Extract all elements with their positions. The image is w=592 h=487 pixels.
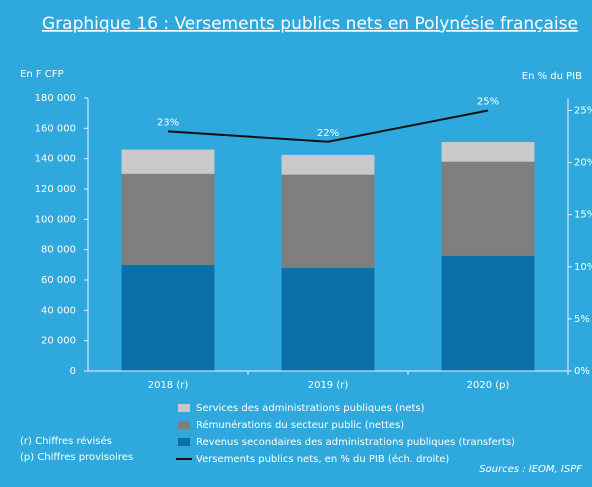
data-label: 25% — [477, 97, 499, 108]
y-tick-label: 160 000 — [35, 123, 76, 134]
legend-label: Rémunérations du secteur public (nettes) — [196, 419, 404, 431]
legend-label: Revenus secondaires des administrations … — [196, 437, 515, 448]
bar-segment — [121, 264, 215, 371]
y-axis-label: En F CFP — [20, 69, 64, 80]
chart-title: Graphique 16 : Versements publics nets e… — [42, 14, 578, 34]
data-label: 22% — [317, 128, 339, 139]
bar-segment — [281, 154, 375, 175]
y-tick-label: 20 000 — [41, 336, 76, 347]
legend-swatch — [178, 404, 190, 412]
y-tick-label: 180 000 — [35, 93, 76, 104]
y2-tick-label: 25% — [574, 106, 592, 117]
y2-axis-label: En % du PIB — [522, 71, 582, 82]
bar-segment — [441, 141, 535, 162]
x-tick-label: 2019 (r) — [308, 380, 349, 391]
legend-label: Services des administrations publiques (… — [196, 403, 425, 414]
x-tick-label: 2020 (p) — [467, 380, 510, 391]
bar-segment — [441, 161, 535, 256]
line — [167, 109, 489, 143]
bar-segment — [121, 149, 215, 174]
legend-swatch — [178, 438, 190, 446]
bar-segment — [281, 267, 375, 371]
y-tick-label: 60 000 — [41, 275, 76, 286]
bar-segment — [281, 174, 375, 268]
y-tick-label: 100 000 — [35, 214, 76, 225]
y-tick-label: 120 000 — [35, 184, 76, 195]
note: (r) Chiffres révisés — [20, 435, 112, 447]
y2-tick-label: 5% — [574, 314, 590, 325]
y2-tick-label: 15% — [574, 210, 592, 221]
y-tick-label: 80 000 — [41, 245, 76, 256]
legend-swatch — [178, 421, 190, 429]
x-tick-label: 2018 (r) — [148, 380, 189, 391]
y2-tick-label: 10% — [574, 262, 592, 273]
source: Sources : IEOM, ISPF — [479, 464, 582, 475]
bar-segment — [441, 255, 535, 371]
y2-tick-label: 20% — [574, 158, 592, 169]
data-label: 23% — [157, 117, 179, 128]
y-tick-label: 140 000 — [35, 154, 76, 165]
bar-segment — [121, 173, 215, 265]
y-tick-label: 0 — [70, 366, 76, 377]
y2-tick-label: 0% — [574, 366, 590, 377]
y-tick-label: 40 000 — [41, 305, 76, 316]
legend-label: Versements publics nets, en % du PIB (éc… — [196, 453, 449, 465]
note: (p) Chiffres provisoires — [20, 452, 133, 463]
